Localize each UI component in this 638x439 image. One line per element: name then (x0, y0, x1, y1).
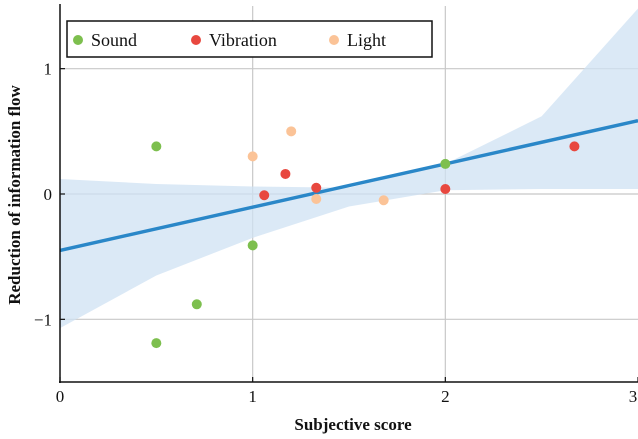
point-vibration (440, 183, 451, 194)
confidence-band (60, 8, 638, 329)
legend-label-sound: Sound (91, 30, 137, 50)
point-light (286, 126, 297, 137)
regression-line-path (59, 118, 638, 253)
y-tick-label: 0 (44, 185, 53, 204)
x-tick-label: 3 (629, 387, 638, 406)
point-sound (247, 240, 258, 251)
data-points (151, 126, 580, 349)
point-light (247, 151, 258, 162)
legend-label-vibration: Vibration (209, 30, 277, 50)
point-vibration (311, 182, 322, 193)
legend-marker-light (329, 35, 339, 45)
legend-label-light: Light (347, 30, 386, 50)
x-tick-label: 1 (248, 387, 257, 406)
y-tick-label: −1 (34, 310, 52, 329)
point-sound (151, 141, 162, 152)
tick-labels: 0 1 2 3 1 0 −1 (34, 60, 637, 406)
x-tick-label: 2 (441, 387, 450, 406)
legend-marker-vibration (191, 35, 201, 45)
y-tick-label: 1 (44, 60, 53, 79)
axes (59, 4, 638, 383)
legend-box (66, 20, 433, 58)
point-light (378, 195, 389, 206)
point-light (311, 194, 322, 205)
point-vibration (259, 190, 270, 201)
point-sound (440, 158, 451, 169)
point-sound (191, 299, 202, 310)
x-axis-title: Subjective score (294, 415, 412, 434)
x-tick-label: 0 (56, 387, 65, 406)
point-sound (151, 338, 162, 349)
legend-marker-sound (73, 35, 83, 45)
legend: Sound Vibration Light (66, 20, 433, 58)
regression-line (59, 118, 638, 253)
point-vibration (280, 168, 291, 179)
y-axis-title: Reduction of information flow (5, 84, 24, 304)
confidence-band-area (60, 8, 638, 329)
point-vibration (569, 141, 580, 152)
